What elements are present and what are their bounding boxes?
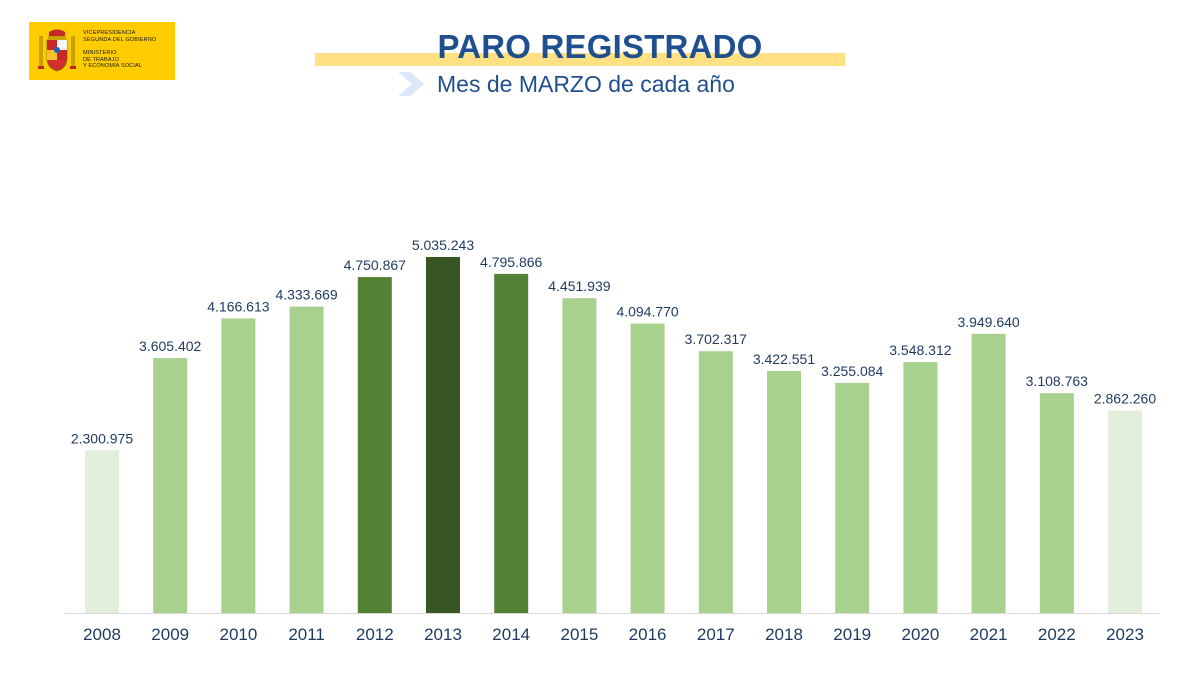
data-label: 3.255.084 [821, 363, 883, 379]
bar-2017 [698, 351, 733, 613]
data-label: 4.750.867 [344, 257, 406, 273]
bar-2016 [630, 323, 665, 613]
x-tick-label: 2023 [1106, 625, 1144, 644]
page-title: PARO REGISTRADO [437, 28, 763, 65]
bar-2023 [1108, 410, 1142, 613]
x-tick-label: 2018 [765, 625, 803, 644]
data-label: 3.702.317 [685, 331, 747, 347]
data-label: 3.108.763 [1026, 373, 1088, 389]
bar-2015 [562, 298, 597, 613]
bar-2011 [289, 306, 324, 613]
bar-2020 [903, 362, 938, 613]
data-label: 4.795.866 [480, 254, 542, 270]
coat-of-arms-icon [38, 29, 76, 72]
data-label: 3.422.551 [753, 351, 815, 367]
x-tick-label: 2016 [629, 625, 667, 644]
logo-text-line: VICEPRESIDENCIA [83, 30, 136, 36]
data-label: 4.451.939 [548, 278, 610, 294]
bar-2019 [835, 382, 870, 613]
bar-2018 [767, 371, 801, 613]
page-subtitle: Mes de MARZO de cada año [437, 71, 735, 97]
x-tick-label: 2012 [356, 625, 394, 644]
data-label: 4.094.770 [616, 304, 678, 320]
x-tick-label: 2010 [219, 625, 257, 644]
data-label: 2.300.975 [71, 430, 133, 446]
x-tick-label: 2017 [697, 625, 735, 644]
x-tick-label: 2008 [83, 625, 121, 644]
x-tick-label: 2013 [424, 625, 462, 644]
x-tick-label: 2022 [1038, 625, 1076, 644]
bar-2009 [153, 358, 188, 613]
bar-2008 [85, 450, 119, 613]
data-label: 4.166.613 [207, 298, 269, 314]
logo-text-line: SEGUNDA DEL GOBIERNO [83, 36, 157, 43]
logo-text-line: MINISTERIO [83, 50, 117, 56]
title-highlight-bar [315, 53, 845, 66]
bar-2013 [426, 257, 460, 613]
x-tick-label: 2015 [560, 625, 598, 644]
x-tick-label: 2009 [151, 625, 189, 644]
data-label: 4.333.669 [275, 287, 337, 303]
data-label: 5.035.243 [412, 237, 474, 253]
x-tick-label: 2014 [492, 625, 530, 644]
x-tick-label: 2011 [288, 625, 325, 644]
logo-text-line: Y ECONOMÍA SOCIAL [83, 63, 143, 69]
ministry-logo: VICEPRESIDENCIA SEGUNDA DEL GOBIERNO MIN… [29, 22, 175, 80]
logo-text-line: DE TRABAJO [83, 56, 120, 63]
data-label: 3.548.312 [889, 342, 951, 358]
bar-2014 [494, 273, 529, 613]
data-label: 2.862.260 [1094, 391, 1156, 407]
chevron-right-icon [398, 72, 424, 96]
x-tick-label: 2021 [970, 625, 1008, 644]
data-label: 3.949.640 [957, 314, 1019, 330]
x-tick-label: 2019 [833, 625, 871, 644]
bar-2012 [357, 277, 392, 613]
x-tick-label: 2020 [901, 625, 939, 644]
bar-2022 [1039, 393, 1074, 613]
data-label: 3.605.402 [139, 338, 201, 354]
bar-2010 [221, 318, 256, 613]
bar-2021 [971, 333, 1006, 613]
